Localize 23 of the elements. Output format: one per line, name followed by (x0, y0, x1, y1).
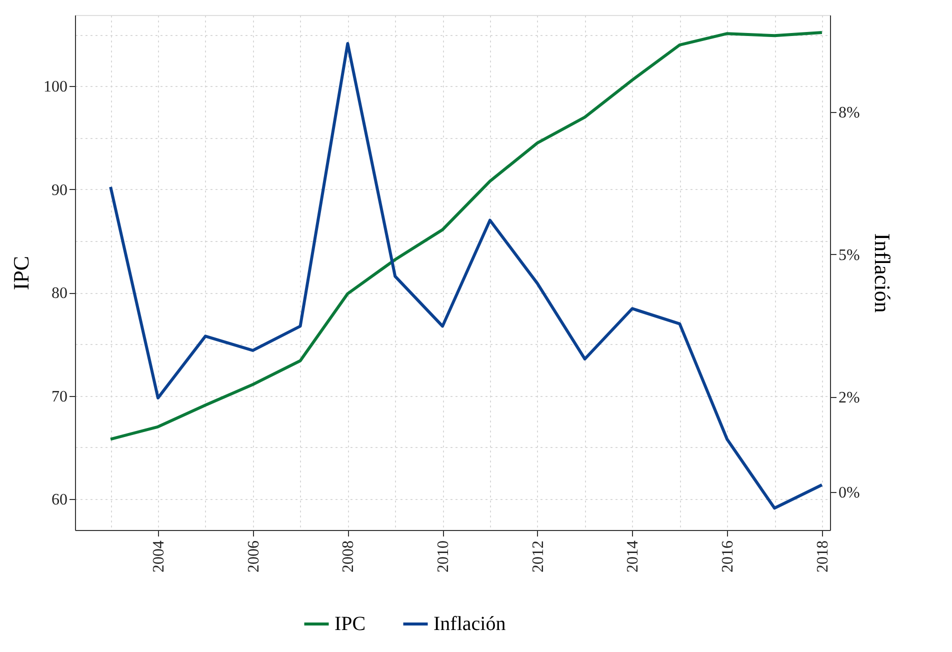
y-axis-title: IPC (8, 256, 34, 290)
y-tick-label: 70 (52, 388, 68, 406)
y2-tick-label: 0% (838, 484, 860, 502)
x-tick-label: 2016 (720, 540, 737, 572)
x-tick-label: 2014 (624, 540, 642, 572)
x-tick-label: 2006 (245, 540, 262, 572)
y-tick-label: 60 (52, 492, 68, 509)
y-tick-label: 80 (52, 285, 68, 302)
y-tick-label: 100 (44, 78, 68, 96)
x-tick-label: 2012 (530, 540, 547, 572)
x-tick-label: 2018 (814, 540, 832, 572)
legend-label: IPC (334, 613, 366, 635)
x-tick-label: 2010 (435, 540, 452, 572)
line-series (109, 42, 824, 510)
y2-tick-label: 5% (838, 246, 860, 264)
x-tick-label: 2008 (340, 540, 358, 572)
line-series (109, 31, 824, 441)
legend-label: Inflación (434, 613, 506, 635)
x-tick-label: 2004 (150, 540, 168, 572)
y2-axis-title: Inflación (870, 233, 895, 313)
y-tick-label: 90 (52, 182, 68, 199)
y2-tick-label: 8% (838, 104, 860, 122)
y2-tick-label: 2% (838, 389, 860, 406)
